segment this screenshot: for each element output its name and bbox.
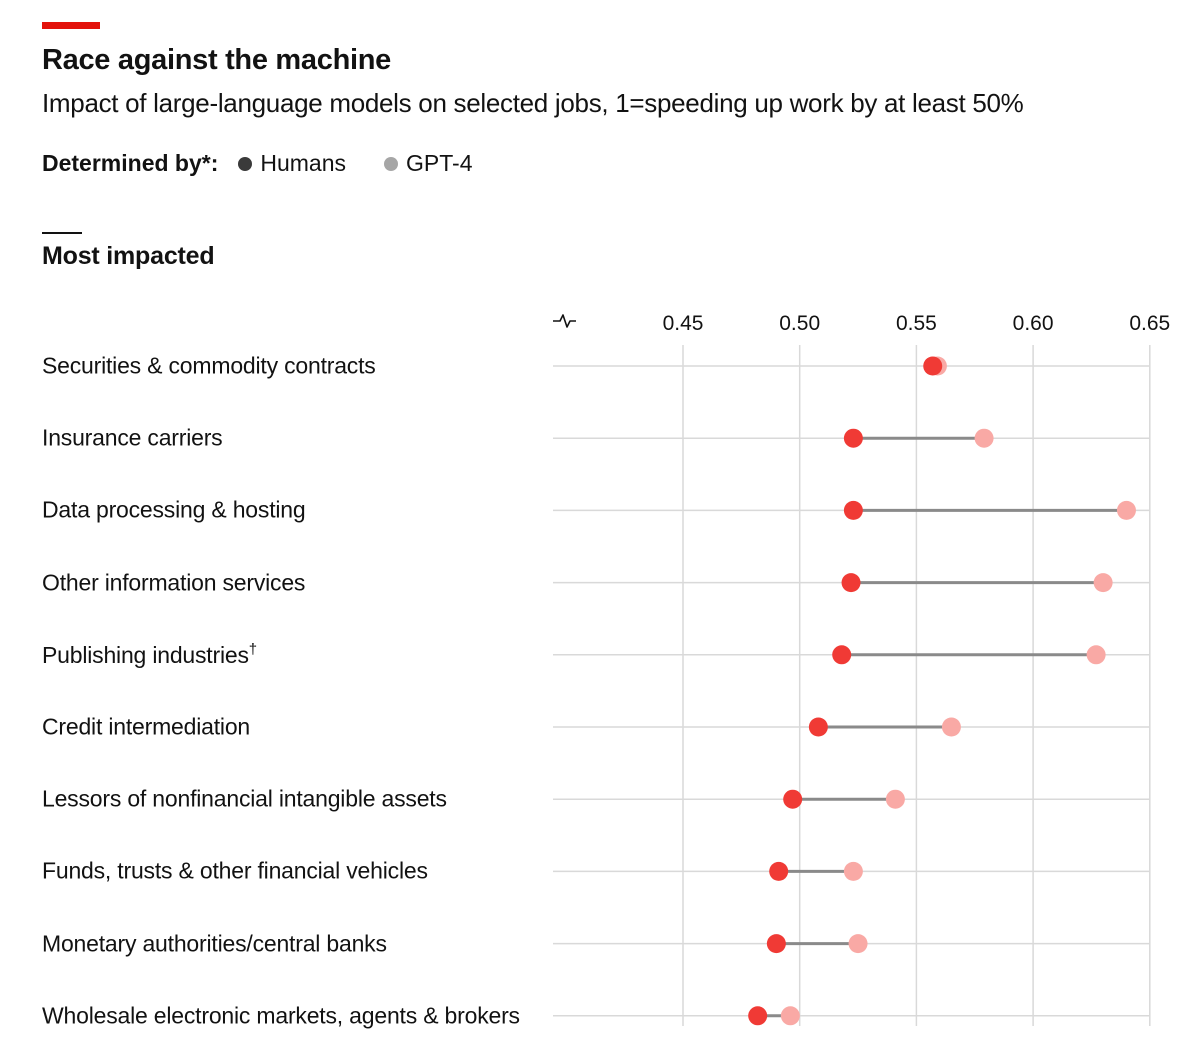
footnote-mark: † xyxy=(248,640,257,658)
point-gpt4 xyxy=(1093,573,1113,593)
category-label-text: Insurance carriers xyxy=(42,424,223,451)
x-tick-label: 0.65 xyxy=(1129,312,1170,335)
x-tick-label: 0.45 xyxy=(663,312,704,335)
point-humans xyxy=(783,789,803,809)
category-label-text: Other information services xyxy=(42,569,306,596)
point-humans xyxy=(841,573,861,593)
legend-title: Determined by*: xyxy=(42,150,219,176)
point-gpt4 xyxy=(843,861,863,881)
legend-label-gpt4: GPT-4 xyxy=(406,150,473,176)
accent-bar xyxy=(42,22,100,29)
x-tick-label: 0.60 xyxy=(1013,312,1054,335)
category-label-text: Monetary authorities/central banks xyxy=(42,930,387,957)
category-label: Securities & commodity contracts xyxy=(42,353,376,380)
legend-item-gpt4: GPT-4 xyxy=(384,150,473,177)
category-label-text: Publishing industries xyxy=(42,641,249,668)
category-label: Publishing industries† xyxy=(42,641,257,669)
category-label: Other information services xyxy=(42,569,305,596)
point-gpt4 xyxy=(974,428,994,448)
axis-break-icon xyxy=(553,314,576,328)
legend-dot-gpt4 xyxy=(384,156,399,171)
x-tick-label: 0.55 xyxy=(896,312,937,335)
section-rule xyxy=(42,232,82,234)
point-humans xyxy=(766,934,786,954)
legend-dot-humans xyxy=(238,156,253,171)
section-title: Most impacted xyxy=(42,242,215,270)
category-label: Wholesale electronic markets, agents & b… xyxy=(42,1002,520,1029)
chart-title: Race against the machine xyxy=(42,44,391,76)
category-label-text: Credit intermediation xyxy=(42,713,251,740)
legend-label-humans: Humans xyxy=(260,150,347,176)
category-label: Insurance carriers xyxy=(42,424,223,452)
point-humans xyxy=(832,645,852,665)
category-label: Funds, trusts & other financial vehicles xyxy=(42,858,428,885)
category-label: Monetary authorities/central banks xyxy=(42,930,387,957)
point-humans xyxy=(843,500,863,520)
point-humans xyxy=(748,1006,768,1026)
legend-item-humans: Humans xyxy=(238,150,346,177)
x-tick-label: 0.50 xyxy=(779,312,820,335)
chart-subtitle: Impact of large-language models on selec… xyxy=(42,88,1024,118)
category-label: Credit intermediation xyxy=(42,714,250,741)
point-gpt4 xyxy=(941,717,961,737)
point-humans xyxy=(843,428,863,448)
category-label-text: Wholesale electronic markets, agents & b… xyxy=(42,1002,520,1029)
point-gpt4 xyxy=(848,934,868,954)
point-gpt4 xyxy=(1086,645,1106,665)
category-label: Lessors of nonfinancial intangible asset… xyxy=(42,786,447,813)
point-gpt4 xyxy=(885,789,905,809)
category-label: Data processing & hosting xyxy=(42,497,306,524)
point-gpt4 xyxy=(780,1006,800,1026)
point-humans xyxy=(923,356,943,376)
category-label-text: Funds, trusts & other financial vehicles xyxy=(42,857,428,884)
point-humans xyxy=(769,861,789,881)
category-label-text: Lessors of nonfinancial intangible asset… xyxy=(42,785,447,812)
category-label-text: Data processing & hosting xyxy=(42,496,306,523)
point-gpt4 xyxy=(1116,500,1136,520)
category-label-text: Securities & commodity contracts xyxy=(42,352,376,379)
legend: Determined by*: Humans GPT-4 xyxy=(42,150,511,177)
point-humans xyxy=(808,717,828,737)
